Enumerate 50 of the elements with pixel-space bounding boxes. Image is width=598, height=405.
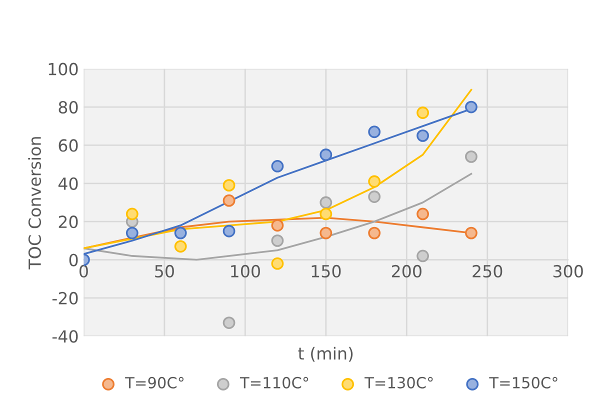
point [271, 234, 284, 247]
point [320, 148, 332, 161]
y-tick-label: 0 [69, 254, 78, 266]
line-series [84, 172, 472, 261]
point [126, 208, 138, 220]
point [416, 129, 429, 142]
point [416, 208, 429, 220]
y-axis-title: TOC Conversion [28, 137, 42, 270]
legend-label: T=150C° [489, 376, 558, 388]
legend-label: T=110C° [240, 376, 308, 388]
x-tick-label: 200 [392, 264, 422, 278]
x-tick-label: 250 [472, 264, 502, 278]
point [222, 316, 236, 329]
point [126, 226, 138, 240]
point [368, 126, 381, 138]
point [174, 240, 187, 253]
point [222, 179, 236, 192]
point [320, 196, 332, 209]
point [416, 250, 429, 262]
x-tick-label: 150 [312, 264, 341, 278]
point [465, 226, 478, 240]
point [320, 208, 332, 220]
point [271, 257, 284, 270]
point [368, 226, 381, 240]
x-tick-label: 50 [155, 264, 174, 278]
point [174, 226, 187, 240]
y-tick-label: 60 [58, 139, 78, 152]
point [222, 194, 236, 207]
y-tick-label: 40 [58, 177, 78, 190]
x-tick-label: 300 [553, 264, 583, 278]
x-tick-label: 100 [231, 264, 260, 278]
point [368, 175, 381, 188]
point [416, 106, 429, 119]
point [465, 150, 478, 163]
point [368, 190, 381, 203]
line-series [84, 88, 472, 250]
point [222, 224, 236, 238]
x-tick-label: 0 [80, 264, 88, 278]
legend-label: T=90C° [125, 376, 184, 388]
point [271, 219, 284, 232]
y-tick-label: 20 [58, 216, 78, 228]
y-tick-label: 80 [58, 101, 78, 114]
y-tick-label: -20 [52, 292, 78, 305]
y-tick-label: -40 [52, 330, 78, 343]
point [320, 226, 332, 240]
x-axis-title: t (min) [298, 346, 353, 362]
legend-label: T=130C° [364, 376, 433, 388]
y-tick-label: 100 [48, 62, 78, 76]
point [271, 160, 284, 172]
point [465, 100, 478, 114]
